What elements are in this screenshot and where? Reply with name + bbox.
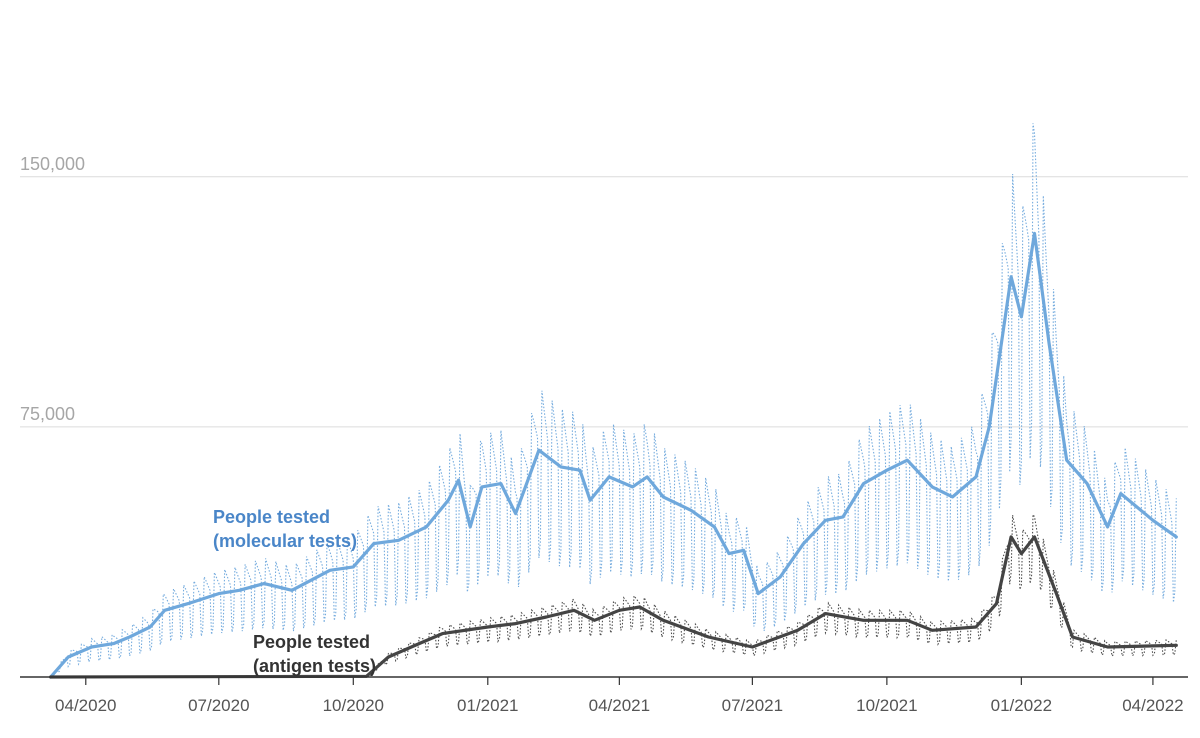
y-tick-label: 75,000 [20,404,75,424]
x-tick-label: 10/2020 [323,696,384,715]
average-line [49,231,1178,679]
y-tick-label: 150,000 [20,154,85,174]
x-tick-label: 04/2021 [589,696,650,715]
series-label: People tested [253,632,370,652]
grid-lines [20,176,1188,428]
x-tick-label: 10/2021 [856,696,917,715]
x-axis: 04/2020 07/2020 10/2020 01/2021 04/2021 07/20… [20,676,1188,715]
x-tick-label: 01/2021 [457,696,518,715]
average-line [49,535,1178,679]
series-label: (molecular tests) [213,531,357,551]
series-label: (antigen tests) [253,656,376,676]
x-tick-label: 01/2022 [991,696,1052,715]
x-tick-label: 04/2022 [1122,696,1183,715]
x-tick-label: 04/2020 [55,696,116,715]
y-axis-labels: 75,000 150,000 [20,154,85,424]
averaged-series [49,231,1178,679]
x-tick-label: 07/2021 [722,696,783,715]
series-labels: People tested (molecular tests) People tes… [213,507,376,676]
x-tick-label: 07/2020 [188,696,249,715]
series-label: People tested [213,507,330,527]
